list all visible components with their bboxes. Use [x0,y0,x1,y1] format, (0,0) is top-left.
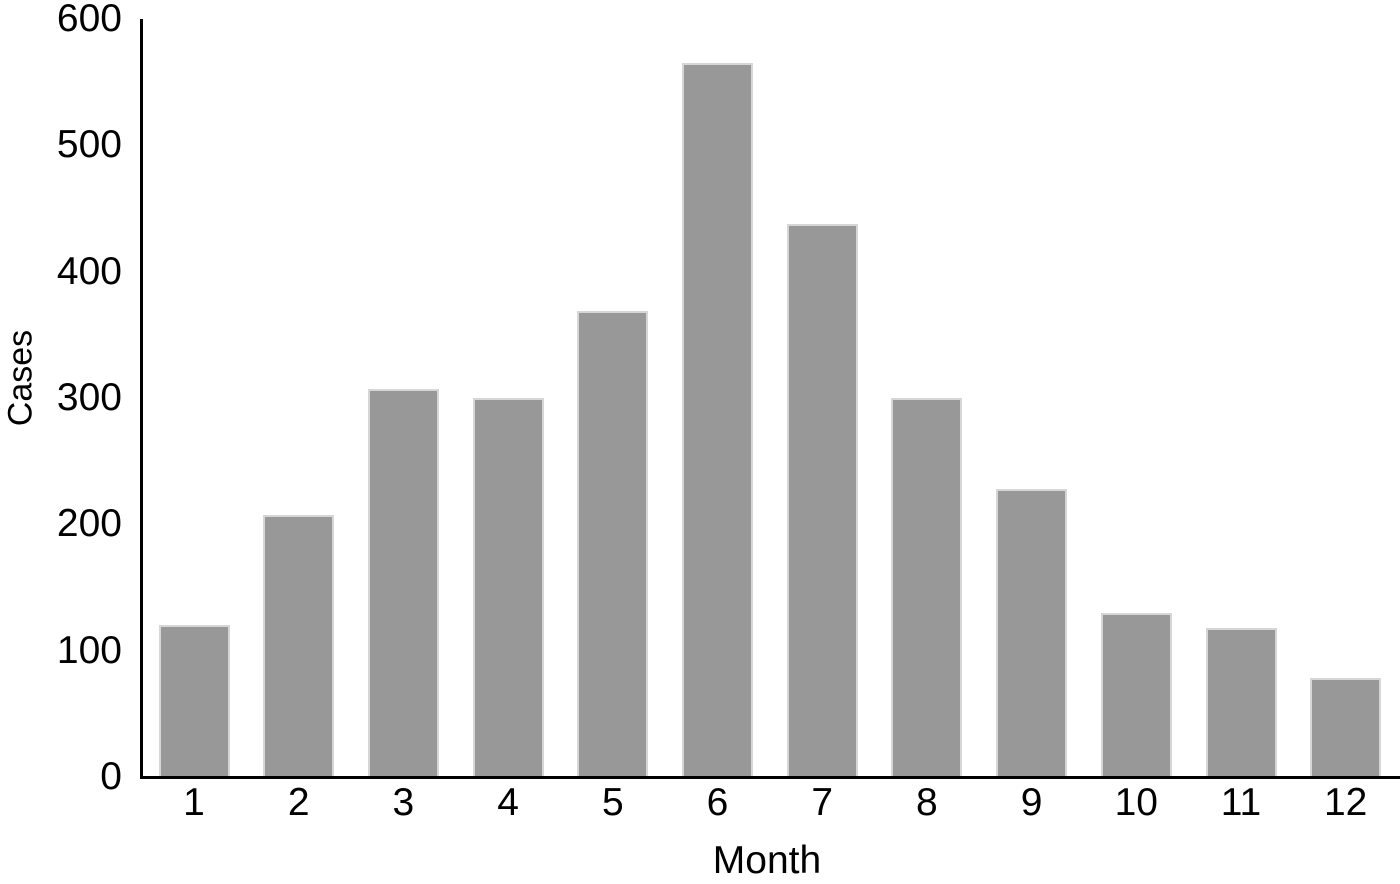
y-tick-label: 300 [56,376,122,419]
x-tick-label: 6 [706,781,729,824]
x-tick-label: 2 [287,781,310,824]
x-tick-label: 8 [916,781,938,824]
x-axis-line [140,776,1400,779]
bar-month-3 [367,389,439,777]
x-tick-label: 10 [1114,781,1158,824]
x-axis-title: Month [712,839,822,882]
bar-month-2 [263,515,335,777]
x-tick-label: 12 [1323,781,1368,824]
bar-month-10 [1100,612,1172,777]
bar-month-8 [891,398,963,777]
x-tick-label: 5 [601,781,624,824]
y-tick-label: 400 [56,249,122,293]
y-tick-label: 500 [56,123,122,167]
x-tick-label: 9 [1020,781,1043,824]
x-tick-label: 7 [811,781,834,824]
bar-month-7 [786,223,858,777]
y-tick-label: 100 [56,628,122,672]
bar-month-4 [472,398,544,777]
bar-month-11 [1205,627,1277,777]
bar-month-5 [577,310,649,777]
x-tick-label: 11 [1220,781,1262,824]
bar-month-12 [1310,678,1382,777]
bar-month-1 [158,625,230,777]
y-tick-label: 600 [56,0,122,40]
y-tick-label: 200 [56,502,122,546]
bar-month-6 [682,63,753,777]
y-axis-line [140,19,143,779]
x-tick-label: 1 [183,781,205,824]
x-tick-label: 3 [392,781,415,824]
x-tick-label: 4 [497,781,519,824]
y-tick-label: 0 [100,755,122,798]
bar-month-9 [996,488,1068,777]
